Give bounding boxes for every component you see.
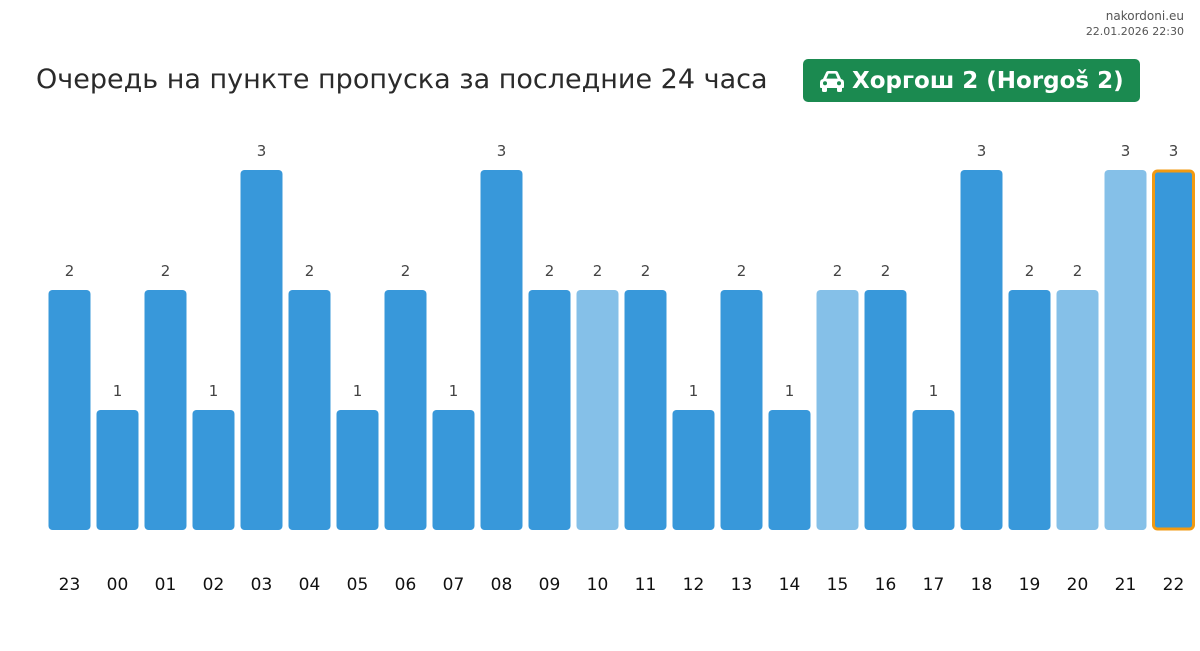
data-label-18: 3 [977,142,987,160]
bar-23 [48,290,91,530]
data-label-07: 1 [449,382,459,400]
x-tick-06: 06 [395,575,417,595]
x-tick-05: 05 [347,575,369,595]
x-tick-02: 02 [203,575,225,595]
data-label-17: 1 [929,382,939,400]
checkpoint-badge: Хоргош 2 (Horgoš 2) [803,59,1140,102]
data-label-13: 2 [737,262,747,280]
bar-00 [96,410,139,530]
x-tick-09: 09 [539,575,561,595]
bar-13 [720,290,763,530]
x-tick-12: 12 [683,575,705,595]
bar-07 [432,410,475,530]
data-label-14: 1 [785,382,795,400]
bar-08 [480,170,523,530]
x-tick-21: 21 [1115,575,1137,595]
x-tick-00: 00 [107,575,129,595]
data-label-21: 3 [1121,142,1131,160]
data-label-06: 2 [401,262,411,280]
x-tick-07: 07 [443,575,465,595]
bar-19 [1008,290,1051,530]
x-tick-22: 22 [1163,575,1185,595]
source-timestamp: 22.01.2026 22:30 [1085,25,1184,38]
data-label-16: 2 [881,262,891,280]
data-label-04: 2 [305,262,315,280]
bar-12 [672,410,715,530]
data-label-20: 2 [1073,262,1083,280]
bar-18 [960,170,1003,530]
x-tick-13: 13 [731,575,753,595]
x-tick-20: 20 [1067,575,1089,595]
checkpoint-name: Хоргош 2 (Horgoš 2) [852,67,1124,94]
data-label-10: 2 [593,262,603,280]
x-tick-03: 03 [251,575,273,595]
x-tick-23: 23 [59,575,81,595]
data-label-15: 2 [833,262,843,280]
bar-04 [288,290,331,530]
data-label-01: 2 [161,262,171,280]
data-label-05: 1 [353,382,363,400]
x-tick-17: 17 [923,575,945,595]
x-tick-04: 04 [299,575,321,595]
data-label-23: 2 [65,262,75,280]
x-tick-18: 18 [971,575,993,595]
data-label-03: 3 [257,142,267,160]
bar-11 [624,290,667,530]
bar-17 [912,410,955,530]
bar-22 [1152,169,1195,531]
bar-01 [144,290,187,530]
data-label-00: 1 [113,382,123,400]
x-tick-11: 11 [635,575,657,595]
car-icon [820,70,844,92]
chart-title: Очередь на пункте пропуска за последние … [36,64,768,95]
bar-09 [528,290,571,530]
source-site: nakordoni.eu [1105,9,1184,23]
x-tick-14: 14 [779,575,801,595]
data-label-19: 2 [1025,262,1035,280]
x-tick-19: 19 [1019,575,1041,595]
bar-20 [1056,290,1099,530]
bar-15 [816,290,859,530]
bar-10 [576,290,619,530]
data-label-22: 3 [1169,142,1179,160]
source-info: nakordoni.eu 22.01.2026 22:30 [1086,8,1184,40]
bar-14 [768,410,811,530]
bar-05 [336,410,379,530]
data-label-08: 3 [497,142,507,160]
x-tick-15: 15 [827,575,849,595]
bar-06 [384,290,427,530]
data-label-09: 2 [545,262,555,280]
x-tick-08: 08 [491,575,513,595]
data-label-12: 1 [689,382,699,400]
bar-02 [192,410,235,530]
x-tick-01: 01 [155,575,177,595]
x-tick-16: 16 [875,575,897,595]
data-label-02: 1 [209,382,219,400]
bar-21 [1104,170,1147,530]
x-tick-10: 10 [587,575,609,595]
bar-16 [864,290,907,530]
data-label-11: 2 [641,262,651,280]
bar-03 [240,170,283,530]
